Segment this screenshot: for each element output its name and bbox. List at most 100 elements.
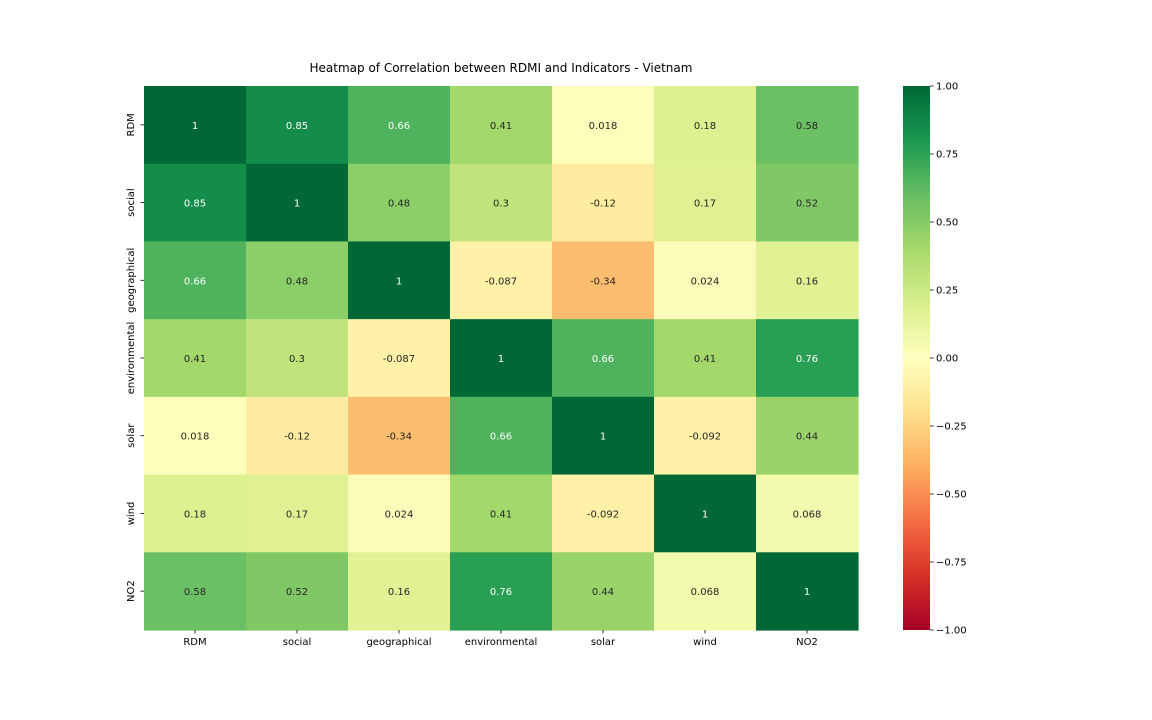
heatmap-cell — [450, 163, 553, 243]
colorbar-tick-label: −0.50 — [936, 490, 967, 501]
x-tick-label: NO2 — [796, 637, 818, 648]
heatmap-cell — [552, 396, 655, 476]
colorbar-tick-label: 0.00 — [936, 354, 958, 365]
cell-value-label: -0.12 — [590, 199, 616, 210]
cell-value-label: 0.18 — [184, 509, 206, 520]
heatmap-cell — [348, 396, 451, 476]
cell-value-label: 0.85 — [286, 121, 308, 132]
cell-value-label: 0.41 — [694, 354, 716, 365]
heatmap-cell — [144, 241, 247, 320]
x-tick-label: geographical — [366, 637, 431, 648]
heatmap-cell — [552, 86, 655, 165]
heatmap-cell — [654, 474, 757, 553]
heatmap-cell — [756, 474, 859, 553]
heatmap-cell — [246, 163, 349, 243]
heatmap-cell — [450, 396, 553, 476]
heatmap-cell — [246, 86, 349, 165]
cell-value-label: 1 — [498, 354, 504, 365]
heatmap-cell — [552, 163, 655, 243]
heatmap-cell — [144, 474, 247, 553]
heatmap-cell — [654, 241, 757, 320]
cell-value-label: 0.16 — [388, 587, 410, 598]
y-axis-ticks: RDM social geographical environmental solar w… — [126, 113, 144, 602]
heatmap-cell — [246, 396, 349, 476]
cell-value-label: 0.58 — [796, 121, 818, 132]
heatmap-cell — [552, 552, 655, 631]
colorbar: 1.00 0.75 0.50 0.25 0.00 −0.25 −0.50 −0.75 −1.00 — [903, 82, 967, 637]
y-tick-label: NO2 — [126, 580, 137, 602]
y-tick-label: environmental — [126, 322, 137, 395]
heatmap-cell — [756, 163, 859, 243]
cell-value-label: 0.3 — [289, 354, 305, 365]
heatmap-cell — [348, 319, 451, 398]
cell-value-label: 1 — [702, 509, 708, 520]
cell-value-label: 0.17 — [286, 509, 308, 520]
x-axis-ticks: RDM social geographical environmental solar w… — [183, 630, 818, 648]
heatmap-cell — [552, 474, 655, 553]
x-tick-label: solar — [591, 637, 616, 648]
heatmap-cell — [144, 396, 247, 476]
cell-value-label: 1 — [192, 121, 198, 132]
heatmap-cell — [654, 319, 757, 398]
cell-value-label: 0.66 — [490, 432, 512, 443]
y-tick-label: wind — [126, 502, 137, 526]
cell-value-label: 0.52 — [286, 587, 308, 598]
cell-value-label: -0.34 — [590, 276, 616, 287]
heatmap-cell — [246, 474, 349, 553]
cell-value-label: -0.092 — [587, 509, 619, 520]
heatmap-cell — [552, 241, 655, 320]
colorbar-tick-label: 0.25 — [936, 286, 958, 297]
heatmap-cells: 1 0.85 0.66 0.41 0.018 0.18 0.58 0.85 1 0.48 0.3 -0… — [144, 86, 859, 631]
heatmap-cell — [144, 86, 247, 165]
heatmap-cell — [654, 163, 757, 243]
heatmap-cell — [450, 319, 553, 398]
cell-value-label: -0.12 — [284, 432, 310, 443]
cell-value-label: 0.44 — [592, 587, 614, 598]
cell-value-label: 0.018 — [181, 432, 210, 443]
cell-value-label: 0.66 — [184, 276, 206, 287]
cell-value-label: 0.41 — [184, 354, 206, 365]
cell-value-label: 0.024 — [691, 276, 720, 287]
heatmap-cell — [654, 86, 757, 165]
heatmap-cell — [756, 552, 859, 631]
heatmap-cell — [450, 474, 553, 553]
heatmap-cell — [756, 396, 859, 476]
heatmap-cell — [756, 319, 859, 398]
heatmap-cell — [348, 163, 451, 243]
cell-value-label: 0.41 — [490, 121, 512, 132]
cell-value-label: 0.018 — [589, 121, 618, 132]
heatmap-cell — [654, 396, 757, 476]
colorbar-tick-label: 0.50 — [936, 218, 958, 229]
cell-value-label: 0.068 — [691, 587, 720, 598]
cell-value-label: 0.52 — [796, 199, 818, 210]
y-tick-label: RDM — [126, 113, 137, 136]
colorbar-tick-label: −0.75 — [936, 558, 967, 569]
heatmap-cell — [348, 241, 451, 320]
x-tick-label: wind — [693, 637, 717, 648]
heatmap-cell — [450, 241, 553, 320]
cell-value-label: 0.44 — [796, 432, 818, 443]
heatmap-cell — [552, 319, 655, 398]
y-tick-label: solar — [126, 423, 137, 448]
heatmap-cell — [246, 241, 349, 320]
heatmap-cell — [144, 319, 247, 398]
cell-value-label: 1 — [396, 276, 402, 287]
colorbar-gradient — [903, 86, 930, 630]
x-tick-label: social — [283, 637, 312, 648]
cell-value-label: 0.48 — [388, 199, 410, 210]
cell-value-label: -0.34 — [386, 432, 412, 443]
heatmap-cell — [756, 241, 859, 320]
y-tick-label: geographical — [126, 248, 137, 313]
heatmap-cell — [348, 552, 451, 631]
x-tick-label: environmental — [465, 637, 538, 648]
heatmap-cell — [654, 552, 757, 631]
colorbar-tick-label: 0.75 — [936, 150, 958, 161]
cell-value-label: 1 — [804, 587, 810, 598]
cell-value-label: 0.66 — [388, 121, 410, 132]
heatmap-cell — [144, 552, 247, 631]
heatmap-cell — [348, 474, 451, 553]
cell-value-label: 0.76 — [796, 354, 818, 365]
cell-value-label: 0.85 — [184, 199, 206, 210]
